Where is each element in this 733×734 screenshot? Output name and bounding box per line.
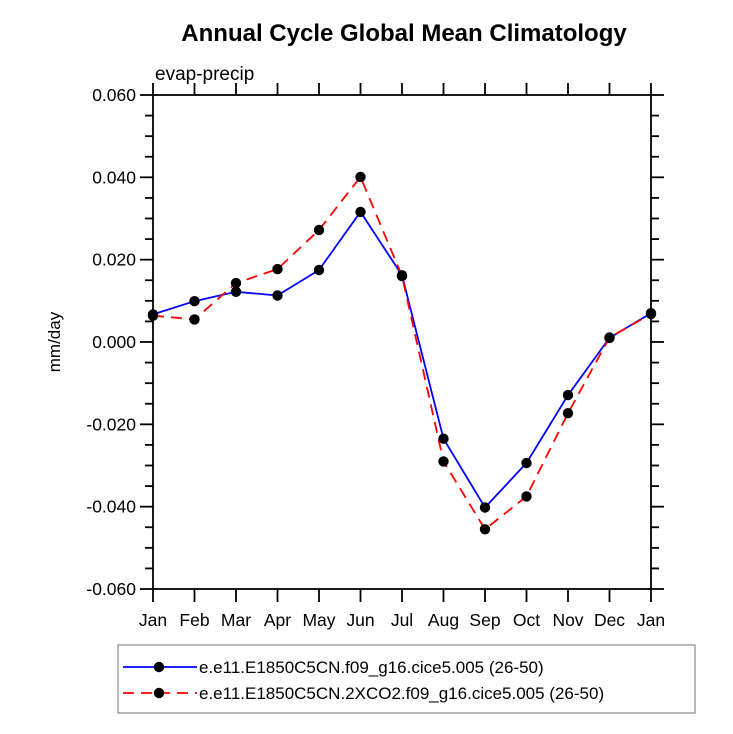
y-tick-label: 0.020 [92, 250, 136, 270]
x-tick-label: Sep [469, 610, 500, 630]
data-point-s1-Oct [521, 491, 532, 502]
x-tick-label: Mar [221, 610, 251, 630]
data-point-s1-May [313, 224, 325, 236]
data-point-s1-Dec [604, 332, 615, 343]
y-tick-label: 0.040 [92, 167, 136, 187]
y-tick-label: -0.040 [86, 497, 136, 517]
data-point-s1-Sep [479, 524, 491, 535]
data-point-s0-Oct [521, 457, 532, 469]
legend-entry-control: e.e11.E1850C5CN.f09_g16.cice5.005 (26-50… [123, 658, 544, 677]
data-point-s0-Sep [479, 502, 491, 513]
y-tick-label: -0.060 [86, 579, 136, 599]
legend-label-control: e.e11.E1850C5CN.f09_g16.cice5.005 (26-50… [199, 658, 544, 677]
x-tick-label: Apr [264, 610, 291, 630]
y-tick-label: 0.000 [92, 332, 136, 352]
x-tick-label: Jan [637, 610, 665, 630]
x-tick-label: Jun [346, 610, 374, 630]
data-point-s1-Apr [272, 263, 283, 275]
legend-marker-dot [153, 661, 165, 673]
x-tick-label: Nov [552, 610, 583, 630]
series-line-0 [152, 210, 652, 509]
data-point-s1-Feb [189, 314, 200, 325]
legend: e.e11.E1850C5CN.f09_g16.cice5.005 (26-50… [117, 644, 696, 714]
data-point-s0-May [313, 264, 325, 276]
y-tick-label: -0.020 [86, 414, 136, 434]
legend-box [117, 644, 696, 714]
y-axis-label: mm/day [45, 311, 64, 372]
x-tick-label: May [302, 610, 335, 630]
plot-frame [152, 94, 652, 590]
x-tick-label: Jul [391, 610, 413, 630]
legend-entry-2xco2: e.e11.E1850C5CN.2XCO2.f09_g16.cice5.005 … [123, 684, 604, 703]
x-tick-label: Aug [428, 610, 459, 630]
x-tick-label: Feb [179, 610, 209, 630]
y-tick-label: 0.060 [92, 85, 136, 105]
data-point-s1-Jun [355, 171, 366, 183]
data-point-s0-Nov [562, 389, 574, 401]
data-point-s0-Feb [189, 296, 200, 307]
x-tick-label: Oct [513, 610, 540, 630]
data-point-s1-Mar [230, 277, 242, 289]
data-point-s0-Apr [272, 290, 283, 301]
legend-marker-dot [153, 687, 165, 699]
legend-label-2xco2: e.e11.E1850C5CN.2XCO2.f09_g16.cice5.005 … [199, 684, 604, 703]
series-line-1 [152, 175, 652, 531]
data-point-s1-Nov [562, 408, 574, 419]
x-tick-label: Dec [594, 610, 625, 630]
data-point-s0-Aug [438, 433, 449, 444]
data-point-s1-Jan [645, 308, 657, 320]
data-point-s0-Mar [230, 286, 242, 297]
data-point-s0-Jun [355, 206, 366, 218]
data-point-s1-Jul [396, 270, 408, 282]
chart-subtitle: evap-precip [155, 64, 254, 85]
data-point-s1-Jan [147, 310, 159, 321]
data-point-s1-Aug [438, 456, 449, 467]
x-tick-label: Jan [139, 610, 167, 630]
chart-title: Annual Cycle Global Mean Climatology [181, 20, 627, 47]
plot-area: 0.0600.0400.0200.000-0.020-0.040-0.060Ja… [86, 83, 665, 630]
